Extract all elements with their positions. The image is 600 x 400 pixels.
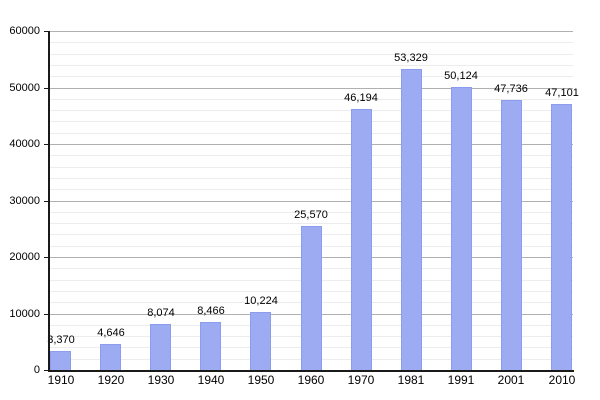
minor-gridline bbox=[49, 167, 573, 168]
y-axis-tick bbox=[44, 144, 49, 145]
y-axis-tick bbox=[44, 88, 49, 89]
y-axis-tick bbox=[44, 201, 49, 202]
y-axis-tick bbox=[44, 257, 49, 258]
minor-gridline bbox=[49, 110, 573, 111]
y-axis-label: 40000 bbox=[9, 138, 40, 150]
x-axis-line bbox=[48, 370, 574, 372]
x-axis-label: 1940 bbox=[197, 373, 225, 387]
major-gridline bbox=[49, 31, 573, 32]
y-axis-label: 20000 bbox=[9, 251, 40, 263]
x-axis-label: 1920 bbox=[97, 373, 125, 387]
y-axis-tick bbox=[44, 31, 49, 32]
bar-value-label: 47,101 bbox=[545, 87, 579, 99]
minor-gridline bbox=[49, 99, 573, 100]
bar-value-label: 4,646 bbox=[97, 327, 125, 339]
bar-1940 bbox=[200, 322, 221, 370]
bar-1960 bbox=[301, 226, 322, 370]
bar-1930 bbox=[150, 324, 171, 370]
x-axis-label: 1930 bbox=[147, 373, 175, 387]
x-axis-label: 2001 bbox=[497, 373, 525, 387]
x-axis-label: 1981 bbox=[397, 373, 425, 387]
y-axis-label: 50000 bbox=[9, 82, 40, 94]
bar-value-label: 3,370 bbox=[47, 334, 75, 346]
bar-value-label: 8,074 bbox=[147, 307, 175, 319]
bar-2010 bbox=[551, 104, 572, 370]
minor-gridline bbox=[49, 65, 573, 66]
x-axis-label: 2010 bbox=[548, 373, 576, 387]
bar-1910 bbox=[50, 351, 71, 370]
bar-1950 bbox=[250, 312, 271, 370]
minor-gridline bbox=[49, 121, 573, 122]
y-axis-line bbox=[48, 31, 50, 372]
minor-gridline bbox=[49, 54, 573, 55]
plot-area: 3,370 4,646 8,074 8,466 10,224 25,570 46,194 53… bbox=[47, 31, 579, 370]
y-axis-tick bbox=[44, 370, 49, 371]
minor-gridline bbox=[49, 76, 573, 77]
bar-value-label: 25,570 bbox=[294, 209, 328, 221]
x-axis-label: 1970 bbox=[347, 373, 375, 387]
y-axis-tick bbox=[44, 314, 49, 315]
major-gridline bbox=[49, 144, 573, 145]
x-axis-label: 1960 bbox=[297, 373, 325, 387]
bar-1981 bbox=[401, 69, 422, 370]
x-axis-label: 1991 bbox=[447, 373, 475, 387]
bar-1991 bbox=[451, 87, 472, 370]
minor-gridline bbox=[49, 42, 573, 43]
bar-value-label: 53,329 bbox=[394, 52, 428, 64]
minor-gridline bbox=[49, 212, 573, 213]
major-gridline bbox=[49, 201, 573, 202]
y-axis-label: 60000 bbox=[9, 25, 40, 37]
bar-2001 bbox=[501, 100, 522, 370]
bar-1920 bbox=[100, 344, 121, 370]
minor-gridline bbox=[49, 133, 573, 134]
major-gridline bbox=[49, 88, 573, 89]
bar-value-label: 46,194 bbox=[344, 92, 378, 104]
minor-gridline bbox=[49, 178, 573, 179]
y-axis-label: 10000 bbox=[9, 308, 40, 320]
minor-gridline bbox=[49, 223, 573, 224]
y-axis-label: 30000 bbox=[9, 195, 40, 207]
bar-value-label: 8,466 bbox=[197, 305, 225, 317]
bar-value-label: 50,124 bbox=[444, 70, 478, 82]
minor-gridline bbox=[49, 189, 573, 190]
y-axis-label: 0 bbox=[33, 364, 40, 376]
x-axis-label: 1950 bbox=[247, 373, 275, 387]
bar-1970 bbox=[351, 109, 372, 370]
minor-gridline bbox=[49, 155, 573, 156]
bar-value-label: 47,736 bbox=[494, 83, 528, 95]
x-axis-label: 1910 bbox=[47, 373, 75, 387]
bar-value-label: 10,224 bbox=[244, 295, 278, 307]
